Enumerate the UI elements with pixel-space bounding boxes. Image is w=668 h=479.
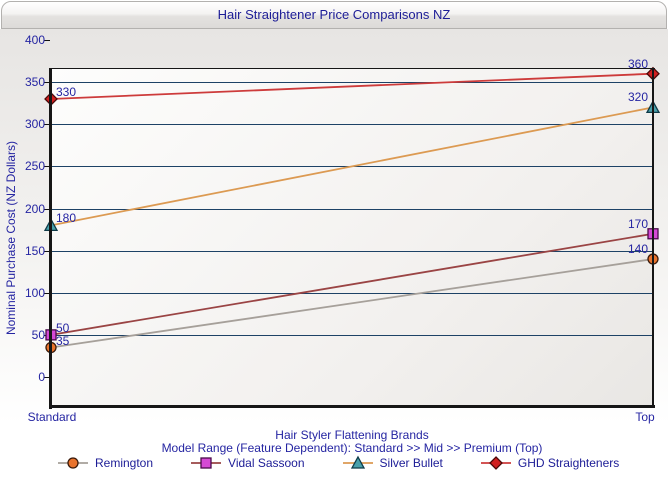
- data-label: 35: [56, 333, 70, 348]
- series-line: [50, 106, 654, 227]
- series-line: [50, 258, 654, 349]
- y-axis-line: [49, 68, 52, 409]
- legend-marker-icon: [342, 455, 373, 469]
- legend-item: Vidal Sassoon: [191, 456, 305, 470]
- legend-marker-icon: [191, 457, 222, 469]
- y-tick-label: 150: [24, 244, 45, 258]
- legend-label: Vidal Sassoon: [228, 456, 305, 470]
- y-tick-label: 100: [24, 286, 45, 300]
- data-label: 320: [627, 90, 648, 105]
- gridline: [51, 209, 653, 210]
- series-layer: [43, 66, 661, 354]
- triangle-marker: [350, 455, 365, 469]
- y-tick-mark: [44, 293, 50, 294]
- y-tick-mark: [44, 166, 50, 167]
- data-label: 170: [627, 216, 648, 231]
- legend: Remington Vidal Sassoon Silver Bullet GHD S…: [58, 453, 619, 473]
- y-tick-mark: [44, 40, 50, 41]
- x-axis-title-line1: Hair Styler Flattening Brands: [275, 428, 429, 442]
- gridline: [51, 82, 653, 83]
- plot-area: [51, 69, 653, 406]
- circle-marker: [67, 457, 79, 469]
- x-tick-label-standard: Standard: [27, 410, 77, 424]
- gridline: [51, 251, 653, 252]
- y-tick-label: 0: [38, 370, 45, 384]
- title-bar: Hair Straightener Price Comparisons NZ: [1, 1, 667, 29]
- legend-marker-icon: [480, 456, 511, 470]
- chart-area: Nominal Purchase Cost (NZ Dollars) 0 50 10…: [0, 29, 668, 455]
- gridline: [51, 293, 653, 294]
- legend-item: Silver Bullet: [342, 455, 443, 470]
- x-axis-title-line2: Model Range (Feature Dependent): Standar…: [161, 441, 543, 455]
- y-tick-label: 300: [24, 117, 45, 131]
- y-tick-label: 400: [24, 33, 45, 47]
- y-tick-label: 50: [31, 328, 45, 342]
- x-axis-line: [49, 405, 655, 408]
- data-label: 140: [627, 242, 648, 257]
- diamond-marker: [488, 456, 503, 470]
- gridline: [51, 335, 653, 336]
- y-tick-label: 350: [24, 75, 45, 89]
- y-tick-mark: [44, 82, 50, 83]
- y-tick-label: 250: [24, 159, 45, 173]
- series-line: [50, 232, 654, 336]
- data-label: 360: [627, 56, 648, 71]
- data-label: 330: [56, 84, 77, 99]
- y-tick-mark: [44, 251, 50, 252]
- data-label: 180: [56, 211, 77, 226]
- gridline: [51, 124, 653, 125]
- legend-item: GHD Straighteners: [480, 456, 620, 470]
- y-tick-mark: [44, 124, 50, 125]
- legend-label: GHD Straighteners: [517, 456, 620, 470]
- y-tick-mark: [44, 209, 50, 210]
- x-tick-label-top: Top: [635, 410, 655, 424]
- chart-title: Hair Straightener Price Comparisons NZ: [217, 7, 451, 22]
- data-label: 50: [56, 320, 70, 335]
- y-tick-mark: [44, 377, 50, 378]
- legend-label: Remington: [95, 456, 154, 470]
- legend-label: Silver Bullet: [379, 456, 443, 470]
- plot-top-border: [49, 68, 655, 69]
- series-line: [50, 72, 654, 100]
- legend-marker-icon: [58, 457, 88, 469]
- y-tick-label: 200: [24, 202, 45, 216]
- legend-item: Remington: [58, 456, 153, 470]
- square-marker: [200, 457, 212, 469]
- plot-right-border: [652, 68, 654, 408]
